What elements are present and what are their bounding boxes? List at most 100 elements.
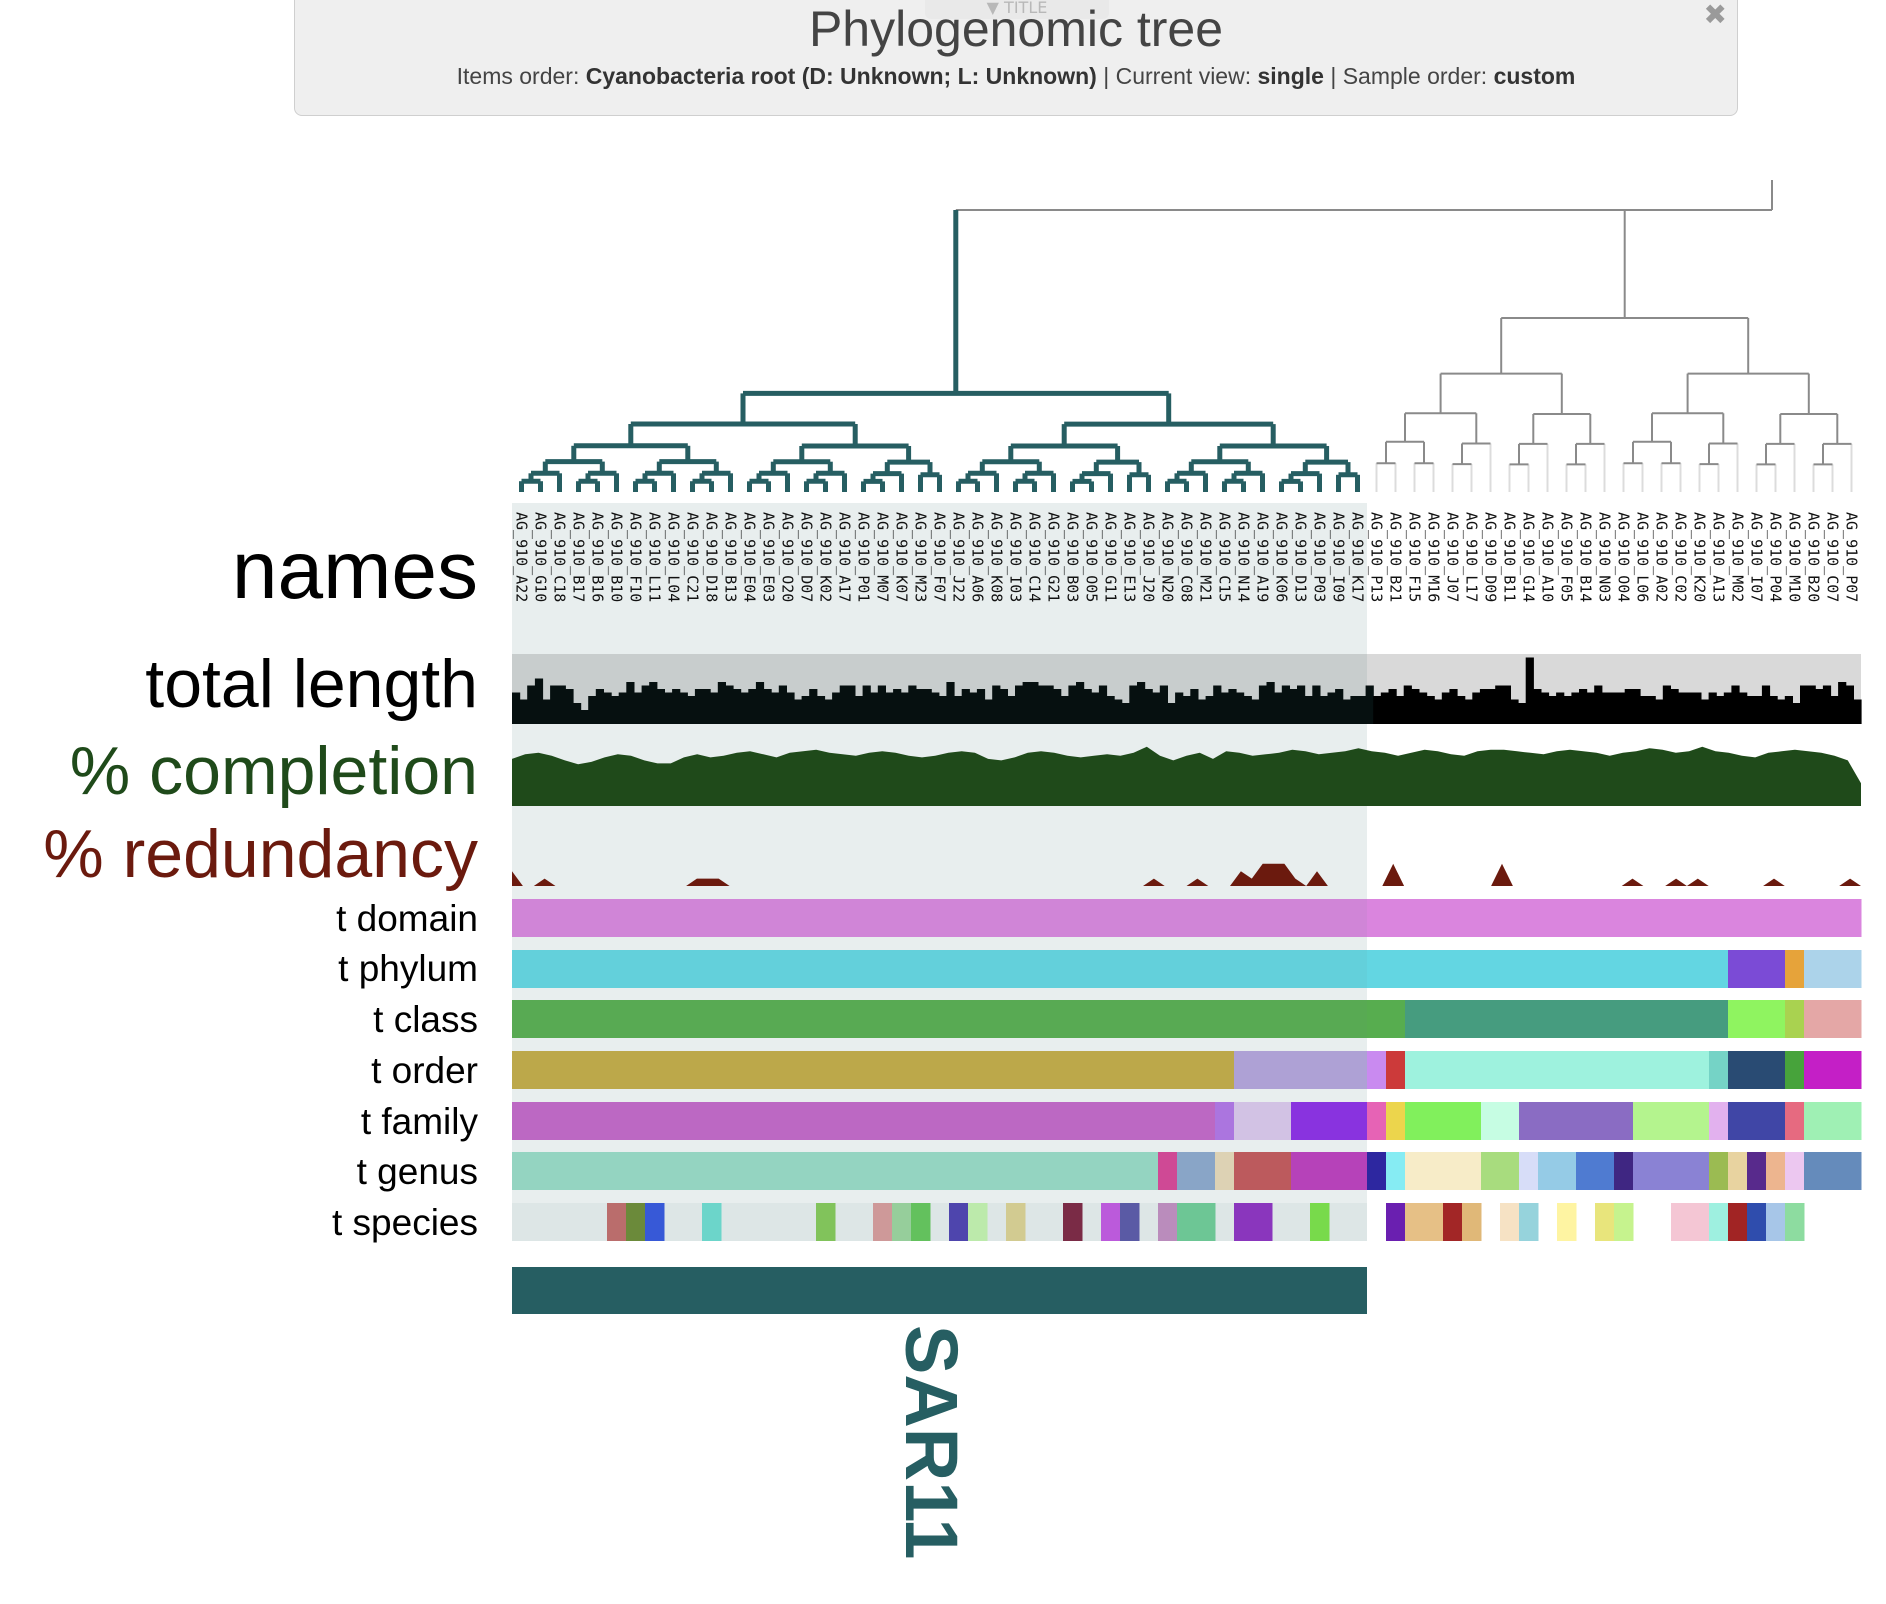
taxonomy-segment-t-order[interactable] [1728, 1051, 1786, 1089]
leaf-label[interactable]: AG_910_G10 [532, 512, 550, 602]
leaf-label[interactable]: AG_910_M23 [912, 512, 930, 602]
leaf-label[interactable]: AG_910_C15 [1216, 512, 1234, 602]
taxonomy-segment-t-genus[interactable] [1747, 1152, 1767, 1190]
leaf-label[interactable]: AG_910_B21 [1387, 512, 1405, 602]
taxonomy-segment-t-species[interactable] [968, 1203, 988, 1241]
leaf-label[interactable]: AG_910_N20 [1159, 512, 1177, 602]
leaf-label[interactable]: AG_910_D18 [703, 512, 721, 602]
leaf-label[interactable]: AG_910_F07 [931, 512, 949, 602]
leaf-label[interactable]: AG_910_N03 [1596, 512, 1614, 602]
leaf-label[interactable]: AG_910_B17 [570, 512, 588, 602]
close-icon[interactable]: ✖ [1703, 0, 1727, 31]
taxonomy-segment-t-species[interactable] [1234, 1203, 1273, 1241]
taxonomy-segment-t-species[interactable] [1747, 1203, 1767, 1241]
taxonomy-segment-t-genus[interactable] [1177, 1152, 1216, 1190]
taxonomy-segment-t-order[interactable] [1234, 1051, 1368, 1089]
leaf-label[interactable]: AG_910_K08 [988, 512, 1006, 602]
taxonomy-segment-t-species[interactable] [1671, 1203, 1710, 1241]
taxonomy-segment-t-species[interactable] [1728, 1203, 1748, 1241]
leaf-label[interactable]: AG_910_B13 [722, 512, 740, 602]
taxonomy-segment-t-species[interactable] [1101, 1203, 1121, 1241]
leaf-label[interactable]: AG_910_B10 [608, 512, 626, 602]
taxonomy-segment-t-order[interactable] [512, 1051, 1235, 1089]
taxonomy-segment-t-species[interactable] [816, 1203, 836, 1241]
title-tab[interactable]: ▼ TITLE [925, 0, 1109, 19]
taxonomy-segment-t-genus[interactable] [1538, 1152, 1577, 1190]
taxonomy-segment-t-species[interactable] [1386, 1203, 1406, 1241]
leaf-label[interactable]: AG_910_K02 [817, 512, 835, 602]
taxonomy-segment-t-family[interactable] [1386, 1102, 1406, 1140]
leaf-label[interactable]: AG_910_A17 [836, 512, 854, 602]
leaf-label[interactable]: AG_910_L04 [665, 512, 683, 602]
leaf-label[interactable]: AG_910_A13 [1710, 512, 1728, 602]
leaf-label[interactable]: AG_910_G21 [1045, 512, 1063, 602]
taxonomy-segment-t-family[interactable] [1804, 1102, 1862, 1140]
leaf-label[interactable]: AG_910_D09 [1482, 512, 1500, 602]
leaf-label[interactable]: AG_910_C18 [551, 512, 569, 602]
leaf-label[interactable]: AG_910_C07 [1824, 512, 1842, 602]
taxonomy-segment-t-genus[interactable] [1158, 1152, 1178, 1190]
taxonomy-segment-t-species[interactable] [1443, 1203, 1463, 1241]
leaf-label[interactable]: AG_910_I07 [1748, 512, 1766, 602]
taxonomy-segment-t-genus[interactable] [1766, 1152, 1786, 1190]
taxonomy-segment-t-species[interactable] [949, 1203, 969, 1241]
taxonomy-segment-t-genus[interactable] [1576, 1152, 1615, 1190]
clade-bar[interactable] [512, 1267, 1367, 1314]
taxonomy-segment-t-species[interactable] [645, 1203, 665, 1241]
taxonomy-segment-t-family[interactable] [1728, 1102, 1786, 1140]
leaf-label[interactable]: AG_910_G11 [1102, 512, 1120, 602]
taxonomy-segment-t-family[interactable] [1405, 1102, 1482, 1140]
taxonomy-segment-t-species[interactable] [1614, 1203, 1634, 1241]
taxonomy-segment-t-genus[interactable] [1367, 1152, 1387, 1190]
leaf-label[interactable]: AG_910_P04 [1767, 512, 1785, 602]
taxonomy-segment-t-genus[interactable] [1481, 1152, 1520, 1190]
taxonomy-segment-t-species[interactable] [1120, 1203, 1140, 1241]
taxonomy-segment-t-species[interactable] [1766, 1203, 1786, 1241]
taxonomy-segment-t-phylum[interactable] [1804, 950, 1862, 988]
leaf-label[interactable]: AG_910_A02 [1653, 512, 1671, 602]
taxonomy-segment-t-class[interactable] [1728, 1000, 1786, 1038]
leaf-label[interactable]: AG_910_J20 [1140, 512, 1158, 602]
leaf-label[interactable]: AG_910_P07 [1843, 512, 1861, 602]
taxonomy-segment-t-genus[interactable] [1785, 1152, 1805, 1190]
leaf-label[interactable]: AG_910_I09 [1330, 512, 1348, 602]
leaf-label[interactable]: AG_910_N14 [1235, 512, 1253, 602]
leaf-label[interactable]: AG_910_K20 [1691, 512, 1709, 602]
taxonomy-segment-t-family[interactable] [1519, 1102, 1634, 1140]
taxonomy-segment-t-order[interactable] [1367, 1051, 1387, 1089]
leaf-label[interactable]: AG_910_C14 [1026, 512, 1044, 602]
leaf-label[interactable]: AG_910_F15 [1406, 512, 1424, 602]
taxonomy-segment-t-order[interactable] [1804, 1051, 1862, 1089]
taxonomy-segment-t-genus[interactable] [1519, 1152, 1539, 1190]
leaf-label[interactable]: AG_910_P13 [1368, 512, 1386, 602]
taxonomy-segment-t-species[interactable] [1177, 1203, 1216, 1241]
taxonomy-segment-t-family[interactable] [1709, 1102, 1729, 1140]
taxonomy-segment-t-genus[interactable] [1709, 1152, 1729, 1190]
taxonomy-segment-t-order[interactable] [1785, 1051, 1805, 1089]
taxonomy-segment-t-genus[interactable] [1405, 1152, 1482, 1190]
taxonomy-segment-t-domain[interactable] [512, 899, 1862, 937]
taxonomy-segment-t-family[interactable] [1215, 1102, 1235, 1140]
taxonomy-segment-t-genus[interactable] [1234, 1152, 1292, 1190]
taxonomy-segment-t-order[interactable] [1709, 1051, 1729, 1089]
leaf-label[interactable]: AG_910_J07 [1444, 512, 1462, 602]
taxonomy-segment-t-species[interactable] [911, 1203, 931, 1241]
taxonomy-segment-t-species[interactable] [1462, 1203, 1482, 1241]
leaf-label[interactable]: AG_910_D13 [1292, 512, 1310, 602]
phylogenetic-tree[interactable] [519, 180, 1853, 492]
leaf-label[interactable]: AG_910_E03 [760, 512, 778, 602]
leaf-label[interactable]: AG_910_O04 [1615, 512, 1633, 602]
leaf-label[interactable]: AG_910_C21 [684, 512, 702, 602]
leaf-label[interactable]: AG_910_L17 [1463, 512, 1481, 602]
taxonomy-segment-t-species[interactable] [1500, 1203, 1520, 1241]
leaf-label[interactable]: AG_910_A06 [969, 512, 987, 602]
leaf-label[interactable]: AG_910_B16 [589, 512, 607, 602]
leaf-label[interactable]: AG_910_D07 [798, 512, 816, 602]
taxonomy-segment-t-family[interactable] [1481, 1102, 1520, 1140]
taxonomy-segment-t-phylum[interactable] [1728, 950, 1786, 988]
taxonomy-segment-t-genus[interactable] [1291, 1152, 1368, 1190]
leaf-label[interactable]: AG_910_M16 [1425, 512, 1443, 602]
leaf-label[interactable]: AG_910_B11 [1501, 512, 1519, 602]
leaf-label[interactable]: AG_910_I03 [1007, 512, 1025, 602]
taxonomy-segment-t-species[interactable] [1519, 1203, 1539, 1241]
